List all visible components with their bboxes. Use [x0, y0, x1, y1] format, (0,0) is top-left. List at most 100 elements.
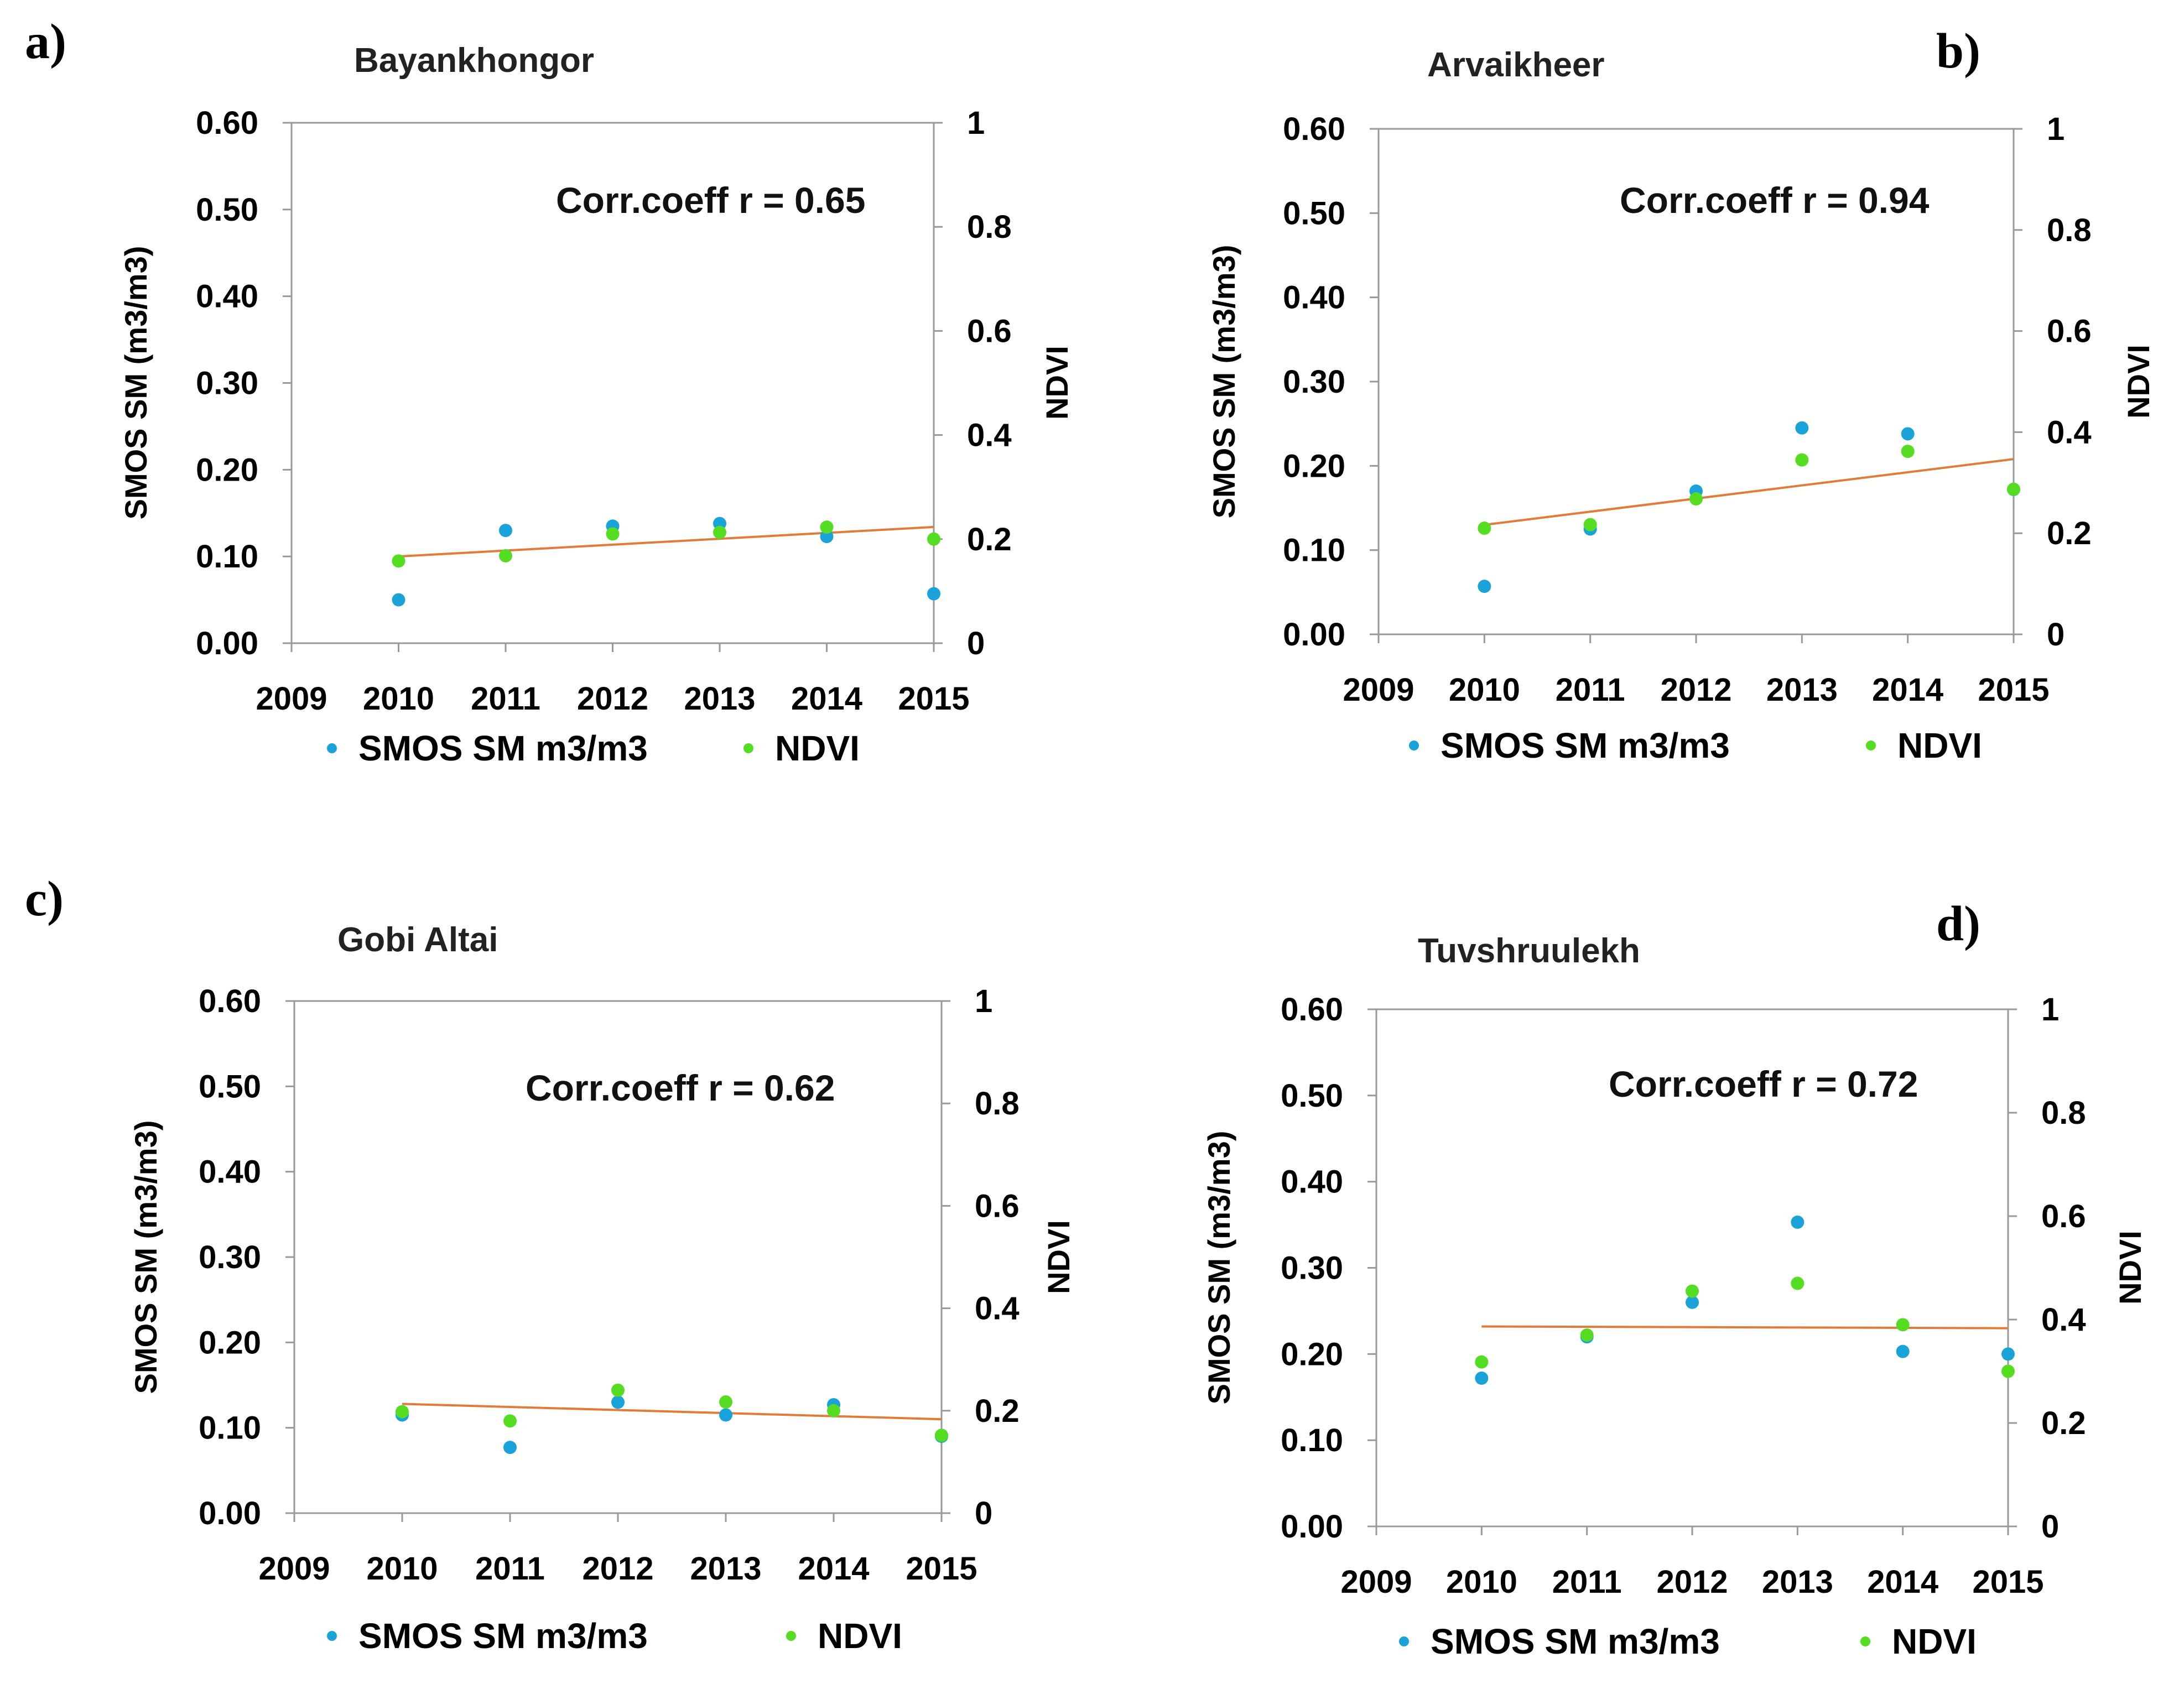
- y-tick-label: 0.50: [199, 1068, 261, 1104]
- ndvi-point: [1901, 445, 1915, 458]
- ndvi-point: [935, 1429, 948, 1442]
- x-tick-label: 2009: [256, 681, 327, 717]
- smos-point: [503, 1441, 517, 1455]
- y2-tick-label: 0.2: [967, 522, 1012, 557]
- y2-tick-label: 0: [2041, 1509, 2059, 1545]
- legend-smos-label: SMOS SM m3/m3: [1431, 1622, 1720, 1661]
- x-tick-label: 2015: [1978, 672, 2049, 708]
- panel-letter: c): [25, 872, 64, 926]
- y-tick-label: 0.00: [196, 625, 258, 661]
- ndvi-point: [1896, 1318, 1910, 1332]
- y-tick-label: 0.30: [196, 366, 258, 402]
- y-tick-label: 0.20: [196, 452, 258, 488]
- legend-ndvi-label: NDVI: [1892, 1622, 1977, 1661]
- y2-tick-label: 0.6: [967, 313, 1012, 349]
- x-tick-label: 2013: [1766, 672, 1838, 708]
- trendline: [1481, 1325, 2009, 1330]
- y-tick-label: 0.00: [199, 1495, 261, 1531]
- ndvi-point: [927, 532, 940, 546]
- x-tick-label: 2013: [690, 1551, 761, 1587]
- panel-letter: d): [1936, 896, 1980, 951]
- y-tick-label: 0.00: [1283, 617, 1345, 653]
- x-tick-label: 2012: [577, 681, 648, 717]
- legend-ndvi-marker: [786, 1631, 796, 1641]
- ndvi-point: [1580, 1328, 1594, 1342]
- y-tick-label: 0.00: [1281, 1509, 1343, 1545]
- x-tick-label: 2009: [1340, 1564, 1412, 1600]
- ndvi-point: [1791, 1276, 1805, 1290]
- y2-tick-label: 0.2: [2041, 1405, 2086, 1441]
- correlation-annotation: Corr.coeff r = 0.62: [526, 1067, 835, 1108]
- ndvi-point: [392, 554, 405, 568]
- y2-tick-label: 0.8: [975, 1086, 1020, 1122]
- legend-smos-marker: [1409, 741, 1419, 750]
- y2-axis-label: NDVI: [1041, 1220, 1076, 1294]
- y2-tick-label: 0: [2047, 617, 2065, 653]
- y-tick-label: 0.40: [196, 279, 258, 315]
- y2-tick-label: 0.4: [975, 1291, 1020, 1327]
- chart-panel-b: b)Arvaikheer0.000.100.200.300.400.500.60…: [1207, 24, 2156, 765]
- x-tick-label: 2015: [1972, 1564, 2043, 1600]
- x-tick-label: 2009: [258, 1551, 330, 1587]
- ndvi-point: [396, 1405, 409, 1419]
- x-tick-label: 2010: [1446, 1564, 1517, 1600]
- x-tick-label: 2011: [1556, 672, 1625, 708]
- y2-tick-label: 0.2: [975, 1393, 1020, 1429]
- y2-tick-label: 0.6: [2041, 1198, 2086, 1234]
- x-tick-label: 2015: [906, 1551, 977, 1587]
- y-tick-label: 0.50: [196, 192, 258, 228]
- chart-title: Tuvshruulekh: [1418, 932, 1640, 970]
- ndvi-point: [1583, 518, 1597, 531]
- smos-point: [1475, 1371, 1489, 1385]
- smos-point: [611, 1395, 625, 1409]
- x-tick-label: 2014: [1872, 672, 1943, 708]
- smos-point: [1795, 421, 1809, 435]
- x-tick-label: 2011: [471, 681, 540, 717]
- y-tick-label: 0.40: [1281, 1164, 1343, 1200]
- smos-point: [499, 524, 512, 538]
- x-tick-label: 2012: [1656, 1564, 1728, 1600]
- y2-axis-label: NDVI: [2113, 1231, 2147, 1305]
- chart-title: Gobi Altai: [337, 921, 498, 959]
- x-tick-label: 2013: [684, 681, 755, 717]
- y-axis-label: SMOS SM (m3/m3): [1207, 245, 1241, 519]
- chart-panel-a: a) Bayankhongor0.000.100.200.300.400.500.…: [25, 14, 1074, 768]
- correlation-annotation: Corr.coeff r = 0.94: [1620, 180, 1930, 221]
- y-tick-label: 0.50: [1283, 195, 1345, 231]
- smos-point: [1478, 580, 1491, 593]
- legend-ndvi-label: NDVI: [775, 728, 860, 768]
- ndvi-point: [503, 1414, 517, 1428]
- y-axis-label: SMOS SM (m3/m3): [1202, 1131, 1236, 1405]
- ndvi-point: [719, 1395, 732, 1409]
- smos-point: [392, 593, 405, 607]
- ndvi-point: [827, 1404, 840, 1417]
- y-tick-label: 0.20: [199, 1325, 261, 1360]
- x-tick-label: 2013: [1762, 1564, 1833, 1600]
- y2-tick-label: 0: [975, 1495, 992, 1531]
- x-tick-label: 2011: [475, 1551, 545, 1587]
- trendline: [398, 525, 934, 558]
- x-tick-label: 2010: [1449, 672, 1520, 708]
- legend-ndvi-marker: [1866, 741, 1876, 750]
- chart-title: Bayankhongor: [354, 41, 594, 80]
- legend-smos-label: SMOS SM m3/m3: [358, 728, 648, 768]
- ndvi-point: [1475, 1355, 1489, 1369]
- ndvi-point: [1478, 522, 1491, 535]
- y2-tick-label: 0.8: [967, 209, 1012, 245]
- x-tick-label: 2011: [1552, 1564, 1622, 1600]
- legend-smos-marker: [327, 743, 337, 753]
- x-tick-label: 2014: [798, 1551, 869, 1587]
- correlation-annotation: Corr.coeff r = 0.65: [556, 180, 865, 221]
- ndvi-point: [2007, 482, 2020, 496]
- y-tick-label: 0.10: [1283, 533, 1345, 569]
- smos-point: [1901, 427, 1915, 441]
- legend-smos-label: SMOS SM m3/m3: [1441, 726, 1730, 765]
- smos-point: [820, 530, 834, 544]
- correlation-annotation: Corr.coeff r = 0.72: [1609, 1064, 1918, 1104]
- ndvi-point: [611, 1383, 625, 1397]
- y-tick-label: 0.60: [1283, 111, 1345, 147]
- y-tick-label: 0.20: [1281, 1336, 1343, 1372]
- ndvi-point: [713, 525, 726, 539]
- ndvi-point: [1686, 1284, 1699, 1298]
